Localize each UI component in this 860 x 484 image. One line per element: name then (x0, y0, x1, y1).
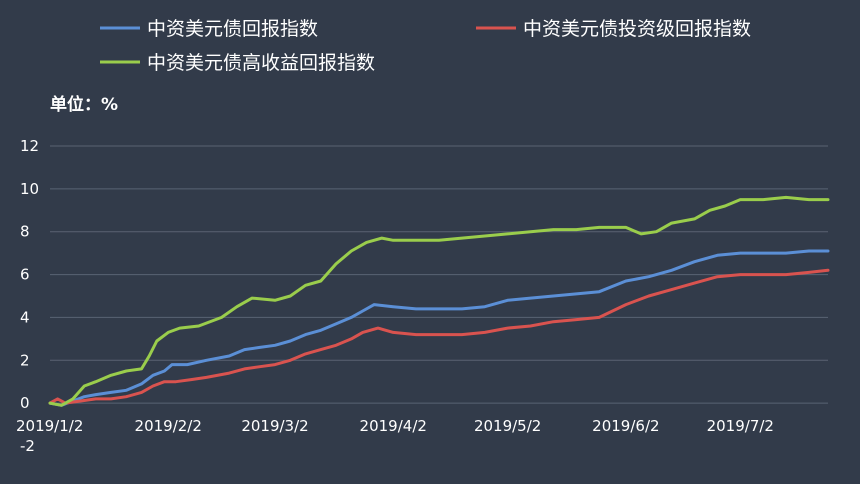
grid-lines (50, 145, 828, 404)
series-line-0 (48, 249, 830, 407)
chart-legend: 中资美元债回报指数 中资美元债投资级回报指数 中资美元债高收益回报指数 (100, 18, 751, 74)
y-axis-ticks: 12 10 8 6 4 2 0 -2 (20, 137, 39, 455)
x-tick-label: 2019/3/2 (241, 417, 308, 435)
legend-label-high-yield: 中资美元债高收益回报指数 (147, 52, 375, 74)
legend-label-investment-grade: 中资美元债投资级回报指数 (523, 18, 751, 40)
legend-item-total: 中资美元债回报指数 (100, 18, 318, 40)
x-axis-ticks: 2019/1/2 2019/2/2 2019/3/2 2019/4/2 2019/5/2… (16, 417, 774, 435)
x-tick-label: 2019/4/2 (360, 417, 427, 435)
y-tick-label: 0 (20, 394, 30, 412)
legend-item-high-yield: 中资美元债高收益回报指数 (100, 52, 375, 74)
y-tick-label: -2 (20, 437, 35, 455)
y-tick-label: 10 (20, 180, 39, 198)
x-tick-label: 2019/6/2 (592, 417, 659, 435)
y-tick-label: 12 (20, 137, 39, 155)
x-tick-label: 2019/1/2 (16, 417, 83, 435)
y-tick-label: 8 (20, 223, 30, 241)
series-lines (48, 195, 830, 407)
unit-label: 单位：% (50, 94, 118, 115)
x-tick-label: 2019/5/2 (474, 417, 541, 435)
series-line-2 (48, 195, 830, 407)
y-tick-label: 2 (20, 351, 30, 369)
x-tick-label: 2019/2/2 (135, 417, 202, 435)
legend-item-investment-grade: 中资美元债投资级回报指数 (476, 18, 751, 40)
y-tick-label: 4 (20, 308, 30, 326)
y-tick-label: 6 (20, 266, 30, 284)
series-line-1 (48, 268, 830, 405)
legend-label-total: 中资美元债回报指数 (147, 18, 318, 40)
x-tick-label: 2019/7/2 (707, 417, 774, 435)
